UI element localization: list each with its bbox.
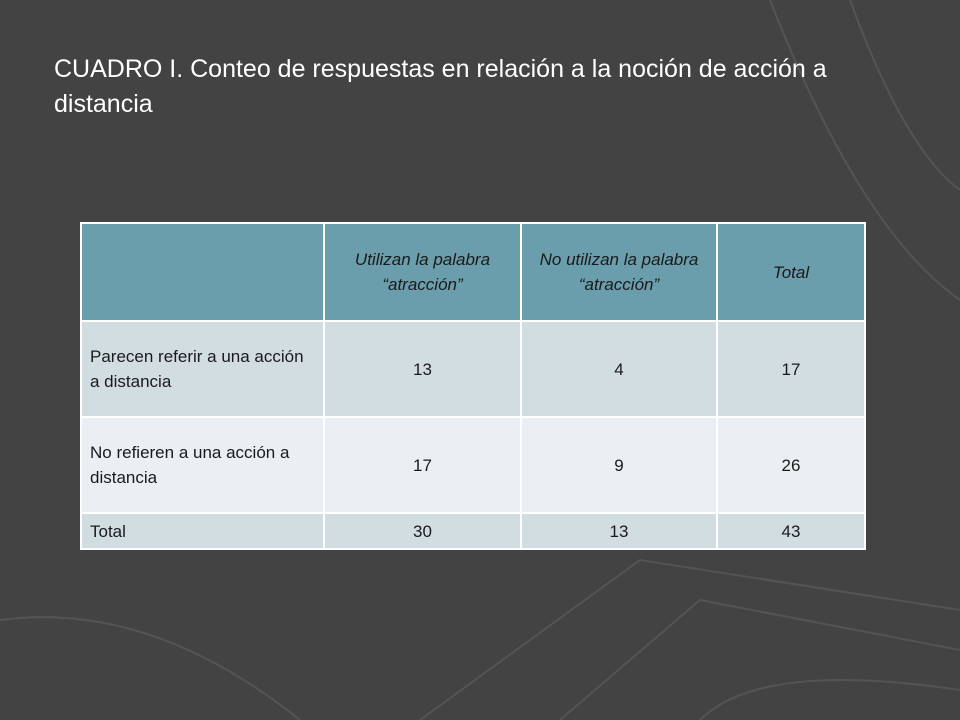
table-cell: 43 <box>716 512 866 550</box>
table-cell: 17 <box>323 416 522 514</box>
header-cell-empty <box>80 222 325 322</box>
table-cell: 13 <box>323 320 522 418</box>
header-cell-not-uses-word: No utilizan la palabra “atracción” <box>520 222 718 322</box>
row-label: No refieren a una acción a distancia <box>80 416 325 514</box>
decor-arc-top-right <box>769 0 960 301</box>
slide-title: CUADRO I. Conteo de respuestas en relaci… <box>54 55 827 118</box>
header-cell-uses-word: Utilizan la palabra “atracción” <box>323 222 522 322</box>
table-cell: 13 <box>520 512 718 550</box>
table-cell: 4 <box>520 320 718 418</box>
data-table: Utilizan la palabra “atracción” No utili… <box>80 222 866 550</box>
decor-arc-bottom-2 <box>559 598 960 720</box>
decor-arc-bottom-left <box>0 616 301 720</box>
header-cell-total: Total <box>716 222 866 322</box>
table-cell: 30 <box>323 512 522 550</box>
table-cell: 26 <box>716 416 866 514</box>
table-cell: 9 <box>520 416 718 514</box>
table-cell: 17 <box>716 320 866 418</box>
table-row: Total 30 13 43 <box>80 512 866 550</box>
row-label: Total <box>80 512 325 550</box>
decor-arc-top-right-inner <box>849 0 960 191</box>
table-header-row: Utilizan la palabra “atracción” No utili… <box>80 222 866 322</box>
decor-arc-bottom-3 <box>699 679 960 720</box>
row-label: Parecen referir a una acción a distancia <box>80 320 325 418</box>
decor-arc-bottom-1 <box>419 558 960 720</box>
table-row: Parecen referir a una acción a distancia… <box>80 320 866 418</box>
data-table-container: Utilizan la palabra “atracción” No utili… <box>80 222 866 550</box>
table-row: No refieren a una acción a distancia 17 … <box>80 416 866 514</box>
